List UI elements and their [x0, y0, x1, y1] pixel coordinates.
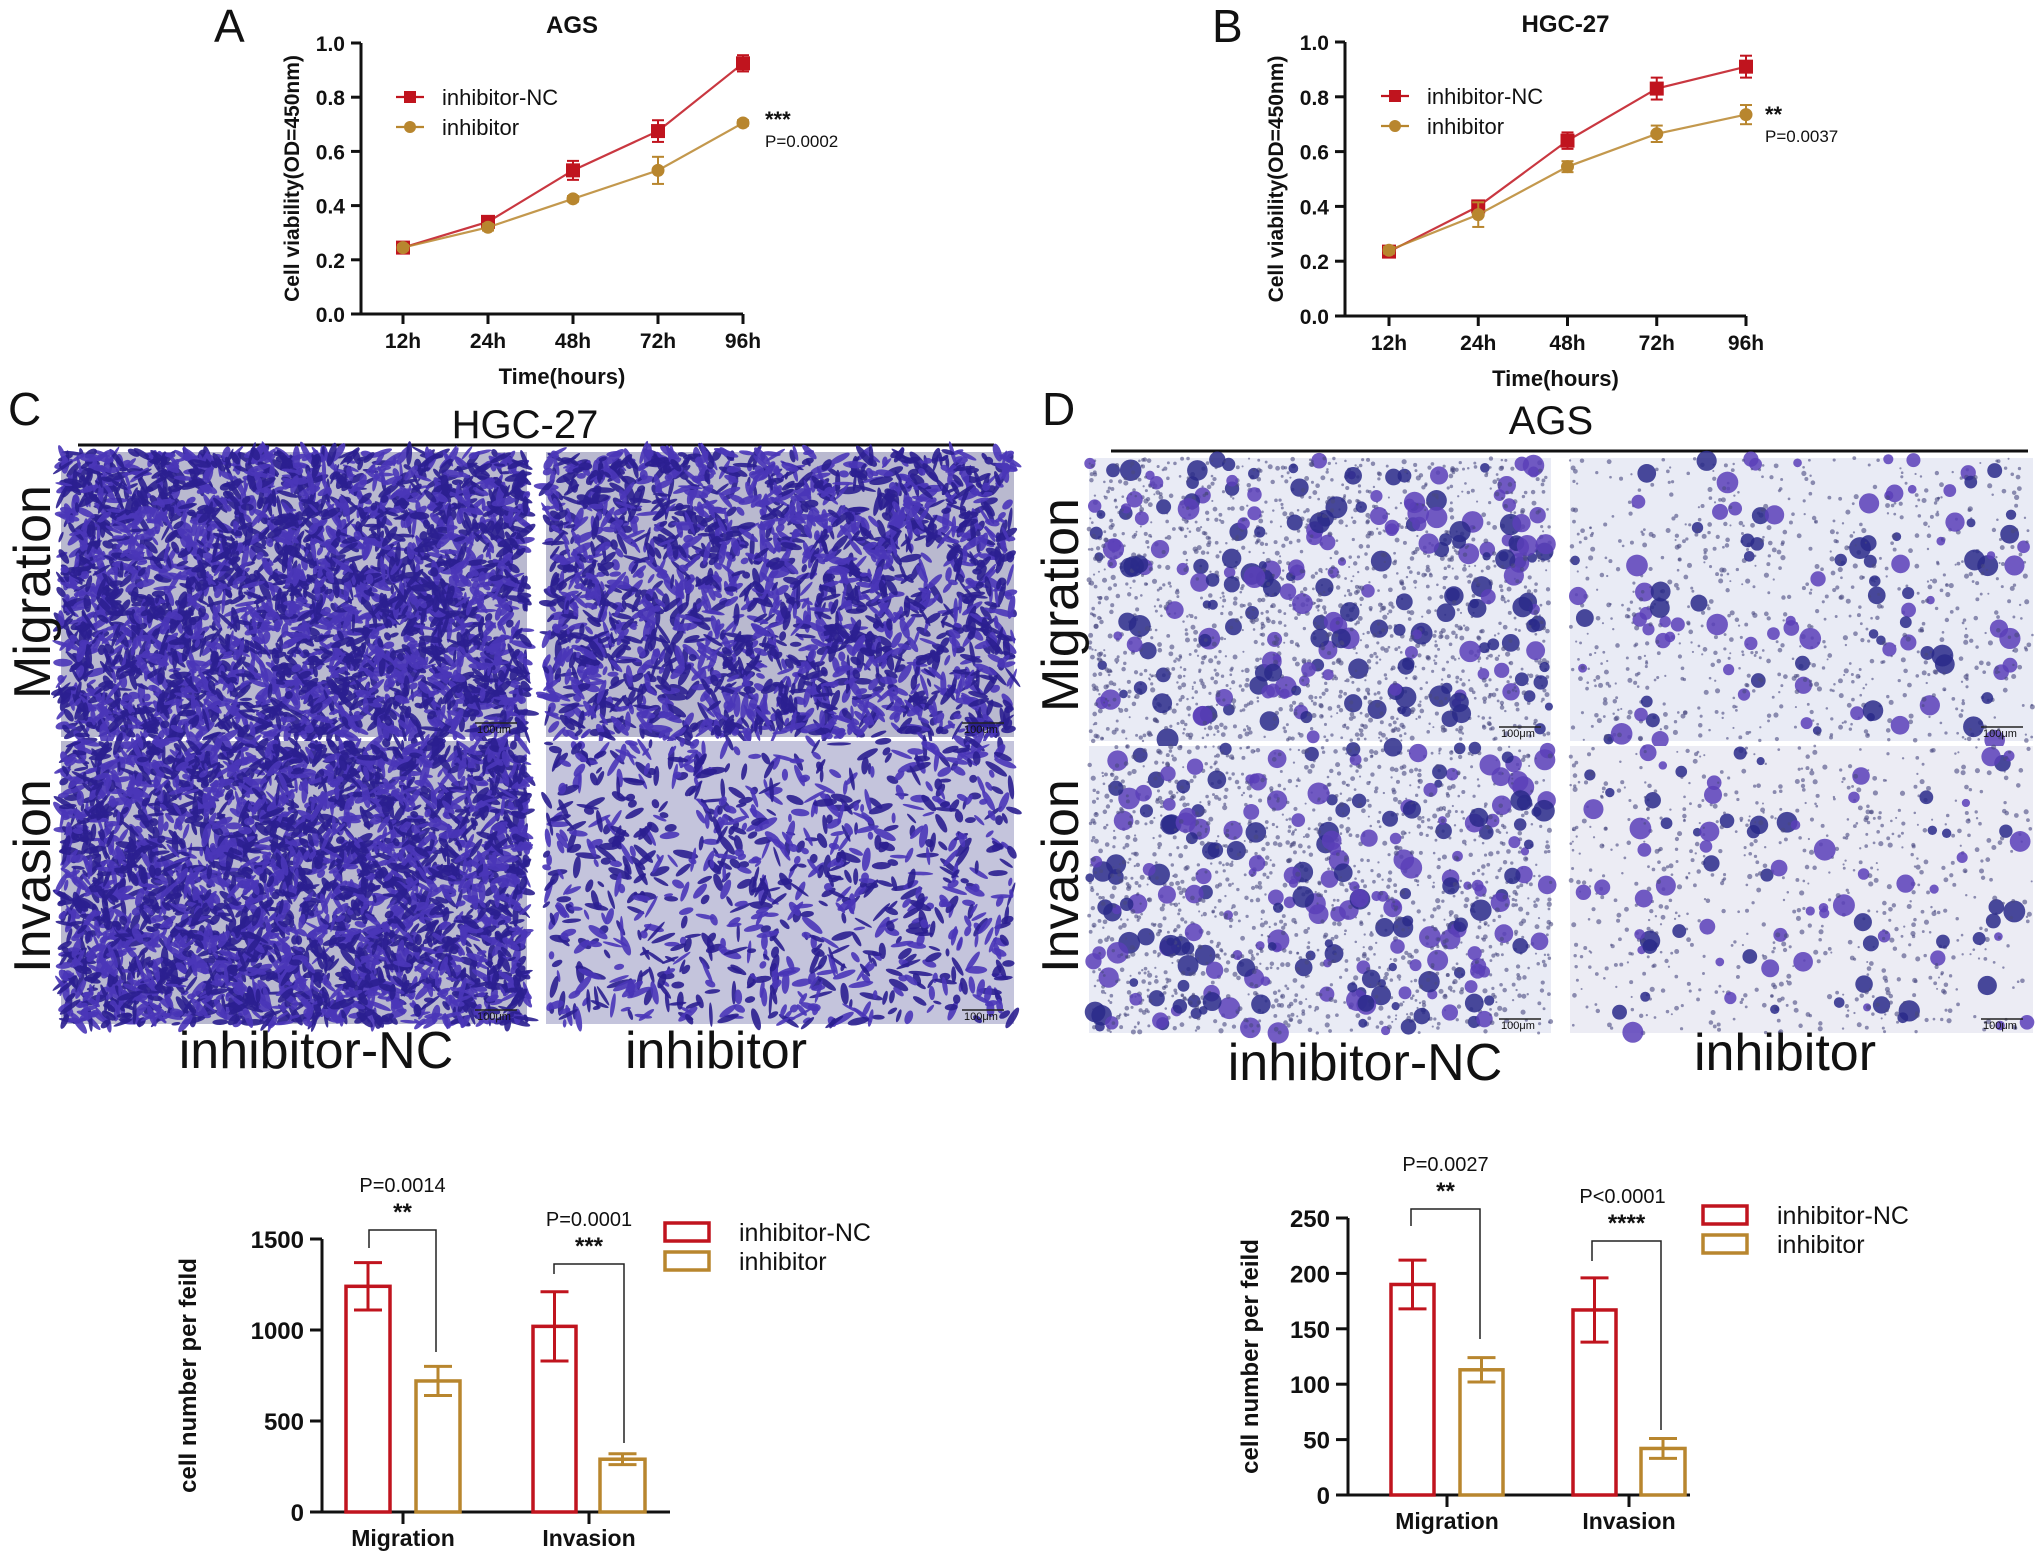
legend-marker-square	[404, 91, 416, 103]
significance-stars: **	[1765, 102, 1783, 127]
y-tick-label: 0.0	[316, 304, 345, 327]
y-tick-label: 0.8	[316, 87, 346, 110]
panel-letter-c: C	[8, 383, 41, 435]
micrograph: 100μm	[50, 440, 539, 749]
y-tick-label: 0.6	[1300, 142, 1329, 165]
y-tick-label: 1.0	[316, 33, 345, 56]
data-point-square	[736, 56, 750, 70]
panel-c-cell-line: HGC-27	[452, 403, 599, 447]
line-chart-a: AGS 0.0 0.2 0.4 0.6 0.8 1.0 12h 24h 48h 72h 96h Time…	[281, 12, 838, 389]
x-tick-label: 48h	[1549, 332, 1585, 355]
x-tick-label: 72h	[1639, 332, 1675, 355]
data-point-circle	[1472, 208, 1485, 221]
y-axis-label: Cell viability(OD=450nm)	[1265, 56, 1288, 303]
stained-cell	[112, 535, 125, 539]
x-tick-label: 24h	[470, 330, 506, 353]
data-point-circle	[1650, 127, 1663, 140]
micrograph: 100μm	[533, 440, 1022, 746]
line-chart-b: HGC-27 0.0 0.2 0.4 0.6 0.8 1.0 12h 24h 48h 72h 96h T…	[1265, 11, 1838, 391]
panel-letter-b: B	[1212, 0, 1243, 52]
x-tick-label: 48h	[555, 330, 591, 353]
data-point-circle	[482, 221, 495, 234]
x-tick-label: 72h	[640, 330, 676, 353]
legend-label: inhibitor-NC	[1427, 84, 1543, 109]
legend-label: inhibitor	[442, 115, 519, 140]
y-tick-label: 0.4	[1300, 196, 1330, 219]
legend-marker-circle	[404, 121, 416, 133]
y-tick-label: 0.2	[316, 250, 345, 273]
x-tick-label: 12h	[385, 330, 421, 353]
y-tick-label: 0.8	[1300, 87, 1330, 110]
x-tick-label: 96h	[725, 330, 761, 353]
x-tick-label: 12h	[1371, 332, 1407, 355]
data-point-square	[566, 163, 580, 177]
data-point-square	[651, 124, 665, 138]
stained-cell	[357, 490, 362, 500]
data-point-circle	[1383, 244, 1396, 257]
y-tick-label: 0.6	[316, 141, 345, 164]
data-point-square	[1561, 134, 1575, 148]
p-value: P=0.0037	[1765, 127, 1838, 146]
data-point-circle	[737, 116, 750, 129]
legend-label: inhibitor	[1427, 114, 1504, 139]
x-axis-label: Time(hours)	[499, 364, 626, 389]
y-tick-label: 0.4	[316, 196, 346, 219]
data-point-circle	[1740, 108, 1753, 121]
panel-letter-d: D	[1042, 383, 1075, 435]
chart-title: AGS	[546, 12, 598, 39]
panel-letter-a: A	[214, 0, 245, 52]
y-tick-label: 1.0	[1300, 32, 1329, 55]
legend-marker-circle	[1389, 120, 1401, 132]
data-point-circle	[652, 164, 665, 177]
data-point-square	[1650, 82, 1664, 96]
chart-title: HGC-27	[1521, 11, 1609, 38]
x-tick-label: 96h	[1728, 332, 1764, 355]
data-point-circle	[1561, 160, 1574, 173]
y-tick-label: 0.2	[1300, 251, 1329, 274]
data-point-circle	[397, 241, 410, 254]
significance-stars: ***	[765, 107, 791, 132]
series-line-inhibitor	[403, 123, 743, 248]
y-axis-label: Cell viability(OD=450nm)	[281, 55, 304, 302]
legend-marker-square	[1389, 90, 1401, 102]
p-value: P=0.0002	[765, 132, 838, 151]
legend-label: inhibitor-NC	[442, 85, 558, 110]
data-point-square	[1739, 60, 1753, 74]
y-tick-label: 0.0	[1300, 306, 1329, 329]
x-axis-label: Time(hours)	[1492, 366, 1619, 391]
x-tick-label: 24h	[1460, 332, 1496, 355]
data-point-circle	[567, 192, 580, 205]
